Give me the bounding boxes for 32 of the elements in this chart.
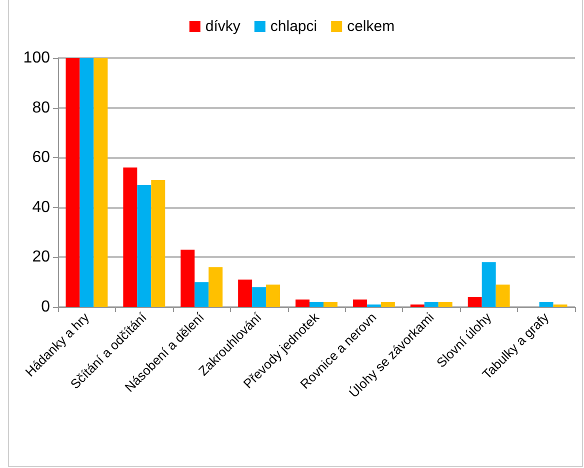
bar — [352, 300, 367, 307]
bar — [80, 58, 94, 307]
y-tick-label: 0 — [41, 298, 50, 316]
bar — [238, 280, 252, 307]
bar — [496, 284, 510, 307]
legend-label: celkem — [347, 18, 395, 35]
bar — [310, 302, 324, 307]
bar — [266, 284, 280, 307]
legend-label: chlapci — [270, 18, 318, 35]
bar — [438, 302, 452, 307]
bar — [66, 58, 80, 307]
bar — [137, 184, 152, 307]
bar — [123, 168, 138, 307]
bar — [380, 302, 395, 307]
bar — [468, 297, 482, 307]
bar — [539, 302, 554, 307]
bar — [180, 250, 195, 307]
y-tick-label: 40 — [32, 198, 50, 216]
y-tick-label: 20 — [32, 248, 50, 266]
bar — [323, 302, 338, 307]
y-tick-label: 100 — [23, 50, 50, 66]
bar — [94, 58, 108, 307]
bar — [252, 287, 266, 307]
bar — [194, 282, 209, 307]
bar — [208, 267, 223, 307]
bar — [482, 262, 496, 307]
bar — [424, 302, 438, 307]
bar — [151, 180, 166, 307]
y-tick-label: 80 — [32, 99, 50, 116]
bar — [296, 300, 310, 307]
legend-label: dívky — [205, 18, 241, 35]
y-tick-label: 60 — [32, 149, 50, 166]
